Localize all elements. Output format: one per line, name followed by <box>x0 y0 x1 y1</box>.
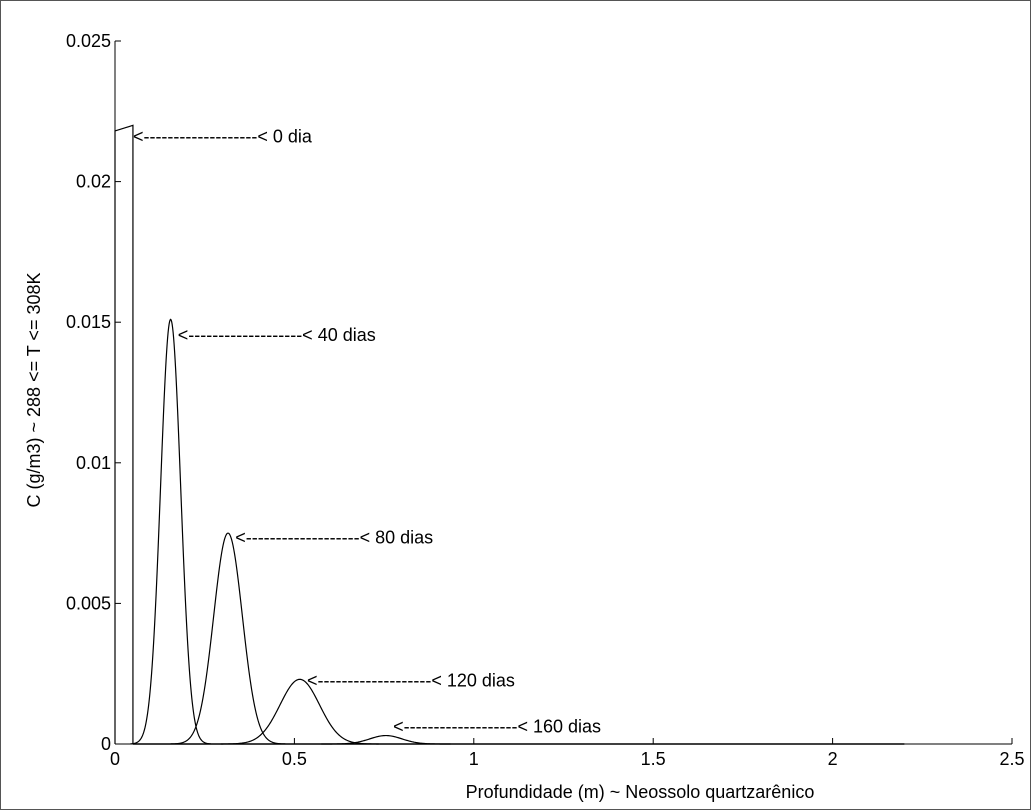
y-tick-label: 0.005 <box>66 593 111 613</box>
x-axis-label: Profundidade (m) ~ Neossolo quartzarênic… <box>466 782 815 802</box>
axes: 0 0.005 0.01 0.015 0.02 0.025 0 0.5 1 1.5 2 2.5 <box>66 31 1025 769</box>
y-tick-label: 0.01 <box>76 453 111 473</box>
series-80-dias <box>170 532 286 745</box>
x-tick-label: 0.5 <box>282 749 307 769</box>
annotation-label: <-------------------< 120 dias <box>307 671 515 691</box>
y-tick-label: 0.025 <box>66 31 111 51</box>
annotation-label: <-------------------< 40 dias <box>178 325 376 345</box>
series-120-dias <box>220 678 379 745</box>
plot-series <box>114 124 905 745</box>
x-tick-label: 2.5 <box>999 749 1024 769</box>
series-160-dias <box>321 734 451 745</box>
x-tick-label: 0 <box>110 749 120 769</box>
annotations: <-------------------< 0 dia <------------… <box>133 127 601 737</box>
annotation-label: <-------------------< 160 dias <box>393 717 601 737</box>
x-tick-label: 1.5 <box>641 749 666 769</box>
y-axis-label: C (g/m3) ~ 288 <= T <= 308K <box>24 273 44 508</box>
y-tick-label: 0 <box>101 734 111 754</box>
series-0-dia <box>114 124 134 744</box>
y-tick-label: 0.015 <box>66 312 111 332</box>
x-tick-label: 1 <box>469 749 479 769</box>
x-tick-label: 2 <box>828 749 838 769</box>
series-40-dias <box>130 318 211 745</box>
annotation-label: <-------------------< 0 dia <box>133 127 313 147</box>
annotation-label: <-------------------< 80 dias <box>235 527 433 547</box>
y-tick-label: 0.02 <box>76 172 111 192</box>
